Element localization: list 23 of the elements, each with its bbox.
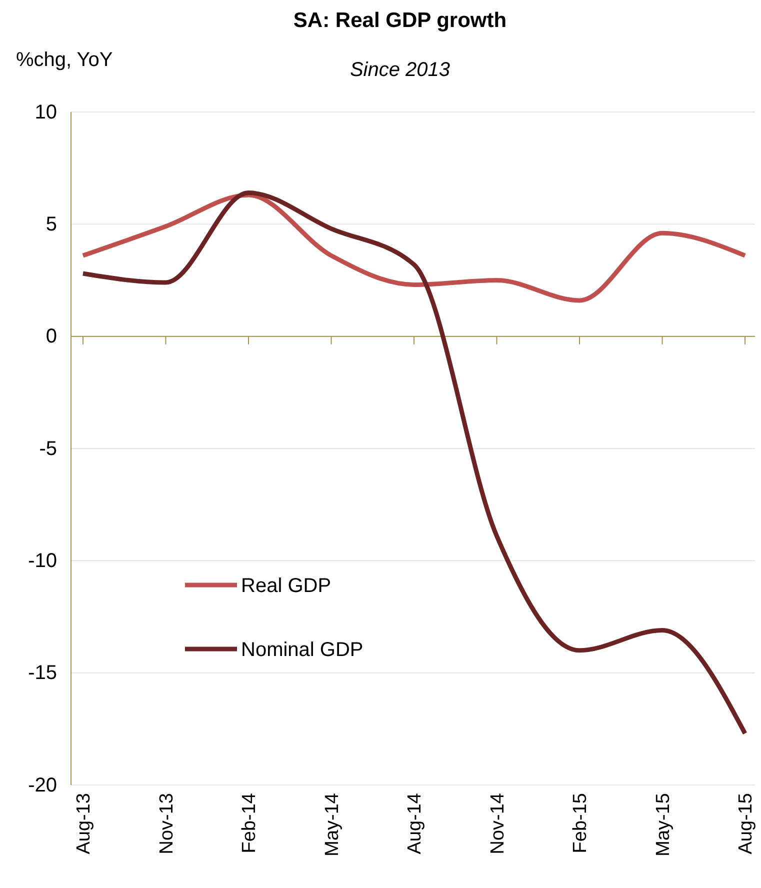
y-axis-title: %chg, YoY (16, 49, 113, 71)
y-tick-label: -5 (39, 438, 57, 460)
x-tick-label: Aug-13 (74, 793, 95, 854)
legend-label: Real GDP (241, 575, 332, 597)
y-tick-label: -20 (28, 774, 57, 796)
x-tick-label: Nov-13 (156, 793, 178, 854)
y-tick-label: -15 (28, 662, 57, 684)
x-tick-label: Aug-14 (404, 792, 426, 854)
y-tick-label: 10 (34, 101, 57, 124)
line-series (80, 190, 748, 736)
legend-label: Nominal GDP (241, 639, 364, 661)
y-tick-label: -10 (28, 550, 57, 572)
chart-title: SA: Real GDP growth (293, 9, 507, 32)
x-tick-label: Feb-14 (239, 792, 260, 854)
x-tick-label: May-14 (322, 792, 343, 856)
x-tick-label: Feb-15 (570, 793, 592, 854)
x-tick-label: May-15 (652, 793, 674, 856)
y-tick-label: 5 (46, 214, 57, 236)
chart-subtitle: Since 2013 (350, 59, 450, 81)
line-series (80, 192, 748, 303)
x-tick-label: Nov-14 (487, 792, 508, 854)
x-tick-label: Aug-15 (736, 793, 757, 854)
y-tick-label: 0 (46, 326, 57, 348)
